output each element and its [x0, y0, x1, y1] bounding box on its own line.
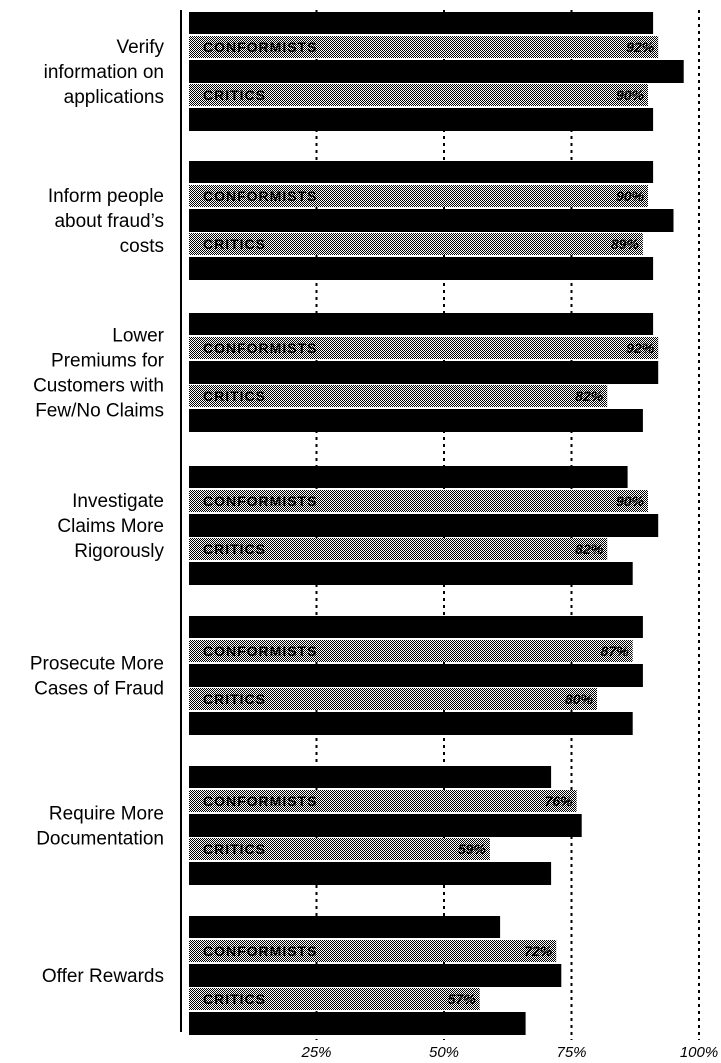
value-label: 90% [616, 87, 645, 103]
bar-critics [189, 838, 490, 860]
value-label: 57% [448, 991, 477, 1007]
bar-conformists [189, 640, 633, 662]
bar-conformists [189, 337, 659, 359]
series-label-conformists: CONFORMISTS [203, 39, 317, 55]
bar-black [189, 814, 582, 837]
bar-black [189, 616, 643, 638]
bar-black [189, 964, 562, 987]
series-label-conformists: CONFORMISTS [203, 188, 317, 204]
x-tick-label: 75% [556, 1044, 586, 1061]
bar-conformists [189, 36, 659, 58]
bar-conformists [189, 490, 648, 512]
x-tick-label: 100% [680, 1044, 718, 1061]
series-label-critics: CRITICS [203, 541, 266, 557]
value-label: 72% [524, 943, 553, 959]
bar-critics [189, 988, 480, 1010]
category-label: Verify information on applications [44, 37, 165, 108]
x-tick-label: 50% [429, 1044, 459, 1061]
series-label-conformists: CONFORMISTS [203, 340, 317, 356]
bar-conformists [189, 185, 648, 207]
series-label-critics: CRITICS [203, 236, 266, 252]
series-label-conformists: CONFORMISTS [203, 643, 317, 659]
value-label: 87% [601, 643, 630, 659]
series-label-critics: CRITICS [203, 691, 266, 707]
labels-layer: CONFORMISTS 92% CRITICS 90% Verify informatio… [30, 37, 655, 1007]
value-label: 89% [611, 236, 640, 252]
bar-black [189, 562, 633, 585]
value-label: 80% [565, 691, 594, 707]
bar-critics [189, 688, 597, 710]
category-label: Offer Rewards [42, 966, 164, 987]
bar-black [189, 712, 633, 735]
bar-black [189, 60, 684, 83]
bar-conformists [189, 790, 577, 812]
bar-black [189, 12, 654, 34]
bar-black [189, 108, 654, 131]
value-label: 92% [626, 39, 655, 55]
bar-black [189, 313, 654, 335]
bar-black [189, 664, 643, 687]
bar-conformists [189, 940, 557, 962]
category-label: Inform people about fraud’s costs [48, 186, 164, 257]
bar-black [189, 862, 552, 885]
category-label: Prosecute More Cases of Fraud [30, 654, 164, 700]
bar-black [189, 1012, 526, 1035]
series-label-critics: CRITICS [203, 991, 266, 1007]
series-label-conformists: CONFORMISTS [203, 493, 317, 509]
bar-black [189, 257, 654, 280]
value-label: 82% [575, 388, 604, 404]
category-label: Require More Documentation [36, 804, 164, 850]
value-label: 90% [616, 188, 645, 204]
category-label: Investigate Claims More Rigorously [57, 491, 164, 562]
series-label-conformists: CONFORMISTS [203, 943, 317, 959]
series-label-critics: CRITICS [203, 841, 266, 857]
bar-black [189, 409, 643, 432]
bar-critics [189, 538, 608, 560]
bar-black [189, 161, 654, 183]
x-tick-label: 25% [300, 1044, 331, 1061]
series-label-conformists: CONFORMISTS [203, 793, 317, 809]
value-label: 90% [616, 493, 645, 509]
value-label: 92% [626, 340, 655, 356]
series-label-critics: CRITICS [203, 388, 266, 404]
value-label: 76% [545, 793, 574, 809]
category-label: Lower Premiums for Customers with Few/No Cl… [33, 326, 165, 422]
bar-black [189, 514, 659, 537]
bars-layer [189, 12, 684, 1035]
bar-black [189, 209, 674, 232]
bar-black [189, 766, 552, 788]
bar-black [189, 466, 628, 488]
bar-critics [189, 84, 648, 106]
bar-critics [189, 385, 608, 407]
bar-black [189, 361, 659, 384]
series-label-critics: CRITICS [203, 87, 266, 103]
bar-critics [189, 233, 643, 255]
value-label: 59% [458, 841, 487, 857]
bar-black [189, 916, 501, 938]
x-tick-labels: 25% 50% 75% 100% [300, 1044, 718, 1061]
value-label: 82% [575, 541, 604, 557]
